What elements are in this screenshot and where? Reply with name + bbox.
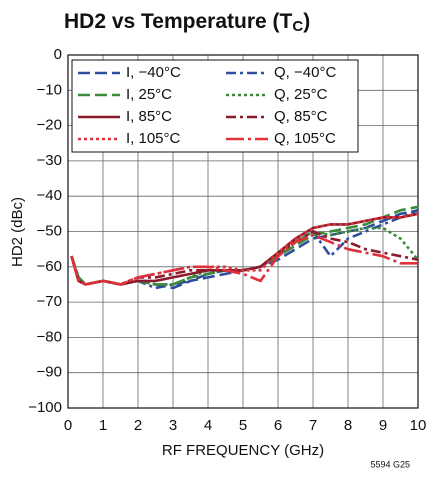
y-tick-label: −20 [37,117,62,134]
title-subscript: C [292,18,303,35]
x-tick-label: 4 [204,417,212,434]
x-axis-label: RF FREQUENCY (GHz) [162,442,324,459]
legend-label: I, 105°C [126,130,181,147]
y-tick-label: −30 [37,152,62,169]
series-line [70,233,418,286]
legend-label: I, 85°C [126,108,172,125]
x-tick-label: 5 [239,417,247,434]
legend-label: Q, 85°C [274,108,328,125]
x-tick-label: 6 [274,417,282,434]
y-tick-label: −90 [37,364,62,381]
legend-label: I, −40°C [126,64,181,81]
title-main: HD2 vs Temperature (T [64,10,293,33]
x-tick-label: 3 [169,417,177,434]
y-tick-label: −100 [28,399,62,416]
y-tick-label: −80 [37,328,62,345]
title-end: ) [303,10,310,33]
x-tick-label: 7 [309,417,317,434]
series-line [70,230,419,286]
y-tick-label: −50 [37,222,62,239]
y-tick-label: −10 [37,81,62,98]
legend-label: Q, 25°C [274,86,328,103]
legend-label: Q, −40°C [274,64,336,81]
footnote: 5594 G25 [370,459,410,469]
legend-label: I, 25°C [126,86,172,103]
x-tick-label: 1 [99,417,107,434]
plot-frame [67,54,419,409]
y-tick-label: −60 [37,258,62,275]
y-tick-label: 0 [54,46,62,63]
y-tick-label: −70 [37,293,62,310]
x-tick-label: 9 [379,417,387,434]
x-tick-label: 8 [344,417,352,434]
y-axis-label: HD2 (dBc) [9,197,26,267]
legend-label: Q, 105°C [274,130,336,147]
chart-title: HD2 vs Temperature (TC) [64,10,310,35]
x-tick-label: 2 [134,417,142,434]
y-tick-label: −40 [37,187,62,204]
legend-box [71,59,359,153]
x-tick-label: 0 [64,417,72,434]
series-line [70,205,419,286]
x-tick-label: 10 [410,417,427,434]
